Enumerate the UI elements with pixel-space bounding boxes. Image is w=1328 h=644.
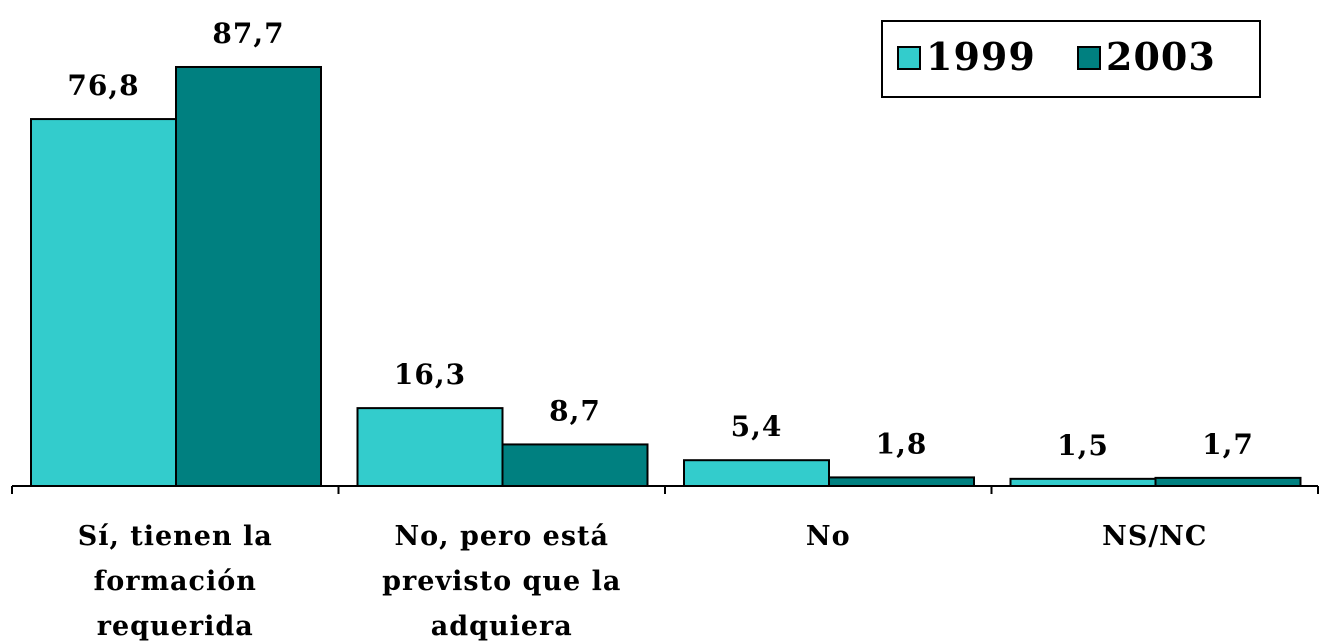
legend-label: 1999 — [926, 34, 1036, 79]
bar — [683, 459, 830, 488]
x-tick-label: NS/NC — [1102, 521, 1208, 552]
data-label: 5,4 — [731, 410, 783, 443]
bar — [175, 65, 322, 487]
bar — [30, 118, 177, 487]
legend-swatch — [897, 46, 921, 70]
bar — [1009, 477, 1157, 488]
bar — [828, 476, 975, 487]
data-label: 87,7 — [212, 17, 284, 50]
bar — [356, 407, 504, 487]
legend-box — [881, 20, 1261, 98]
legend-label: 2003 — [1106, 34, 1216, 79]
legend-swatch — [1077, 46, 1101, 70]
data-label: 1,8 — [876, 427, 928, 460]
bar — [501, 443, 649, 487]
data-label: 16,3 — [394, 358, 466, 391]
x-tick-label: No — [805, 521, 851, 552]
data-label: 76,8 — [67, 69, 139, 102]
x-tick-label: Sí, tienen la formación requerida — [77, 521, 273, 642]
data-label: 1,7 — [1202, 428, 1254, 461]
x-tick-label: No, pero está previsto que la adquiera — [382, 521, 622, 642]
data-label: 8,7 — [549, 394, 601, 427]
data-label: 1,5 — [1057, 429, 1109, 462]
bar — [1154, 476, 1302, 487]
